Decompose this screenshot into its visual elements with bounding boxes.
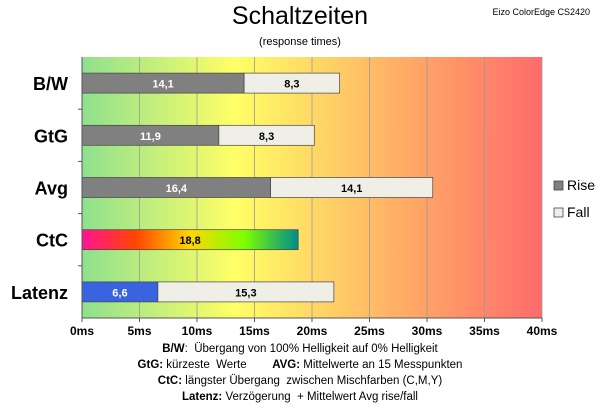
- data-label-rise: 16,4: [166, 183, 188, 195]
- footnote-text: längster Übergang zwischen Mischfarben (…: [182, 375, 443, 387]
- bar-fall: [157, 281, 335, 303]
- data-label-fall: 15,3: [235, 287, 256, 299]
- footnote-term: CtC:: [157, 375, 183, 387]
- data-label-rise: 11,9: [140, 131, 161, 143]
- category-label: Latenz: [11, 283, 68, 303]
- footnote-term: GtG:: [137, 359, 164, 371]
- x-tick-label: 30ms: [412, 324, 443, 338]
- chart-subtitle: (response times): [259, 36, 341, 48]
- category-label: CtC: [36, 231, 68, 251]
- footnote-term: Latenz:: [182, 391, 223, 403]
- data-label-rise: 18,8: [179, 235, 200, 247]
- monitor-model: Eizo ColorEdge CS2420: [492, 7, 590, 17]
- x-tick-label: 0ms: [70, 324, 94, 338]
- footnote-text: kürzeste Werte: [163, 359, 273, 371]
- x-tick-label: 20ms: [297, 324, 328, 338]
- legend-swatch-fall: [553, 207, 564, 218]
- x-tick-label: 10ms: [182, 324, 213, 338]
- footnote-line: Latenz: Verzögerung + Mittelwert Avg ris…: [0, 391, 600, 403]
- category-label: GtG: [34, 126, 68, 146]
- footnote-line: B/W: Übergang von 100% Helligkeit auf 0%…: [0, 343, 600, 355]
- x-tick-label: 15ms: [239, 324, 270, 338]
- bar-fall: [270, 177, 434, 198]
- footnote-line: GtG: kürzeste Werte AVG: Mittelwerte an …: [0, 359, 600, 371]
- data-label-fall: 8,3: [284, 79, 299, 91]
- bar-chart: 14,1 8,3 11,9 8,3 16,4 14,1 18,8 6,6 15,3 0ms 5ms…: [11, 57, 595, 338]
- bar-fall: [243, 72, 340, 94]
- x-tick-label: 40ms: [527, 324, 558, 338]
- data-label-fall: 14,1: [341, 183, 362, 195]
- footnote-text: : Übergang von 100% Helligkeit auf 0% He…: [184, 343, 438, 355]
- bar-fall: [218, 124, 315, 146]
- data-label-fall: 8,3: [259, 131, 274, 143]
- data-label-rise: 6,6: [112, 287, 127, 299]
- category-label: Avg: [35, 179, 68, 199]
- legend-label-rise: Rise: [567, 177, 595, 193]
- x-tick-label: 35ms: [469, 324, 500, 338]
- category-label: B/W: [33, 74, 68, 94]
- footnote-term: AVG:: [272, 359, 301, 371]
- footnote-line: CtC: längster Übergang zwischen Mischfar…: [0, 375, 600, 387]
- footnote-term: B/W: [162, 343, 185, 355]
- x-tick-label: 5ms: [127, 324, 151, 338]
- legend-swatch-rise: [553, 180, 564, 191]
- footnote-text: Verzögerung + Mittelwert Avg rise/fall: [222, 391, 418, 403]
- x-tick-label: 25ms: [354, 324, 385, 338]
- legend-label-fall: Fall: [567, 204, 590, 220]
- footnote-text: Mittelwerte an 15 Messpunkten: [300, 359, 463, 371]
- data-label-rise: 14,1: [152, 79, 173, 91]
- chart-title: Schaltzeiten: [231, 2, 369, 30]
